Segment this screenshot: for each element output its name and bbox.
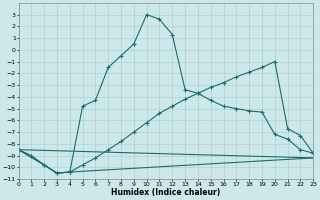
X-axis label: Humidex (Indice chaleur): Humidex (Indice chaleur) (111, 188, 220, 197)
